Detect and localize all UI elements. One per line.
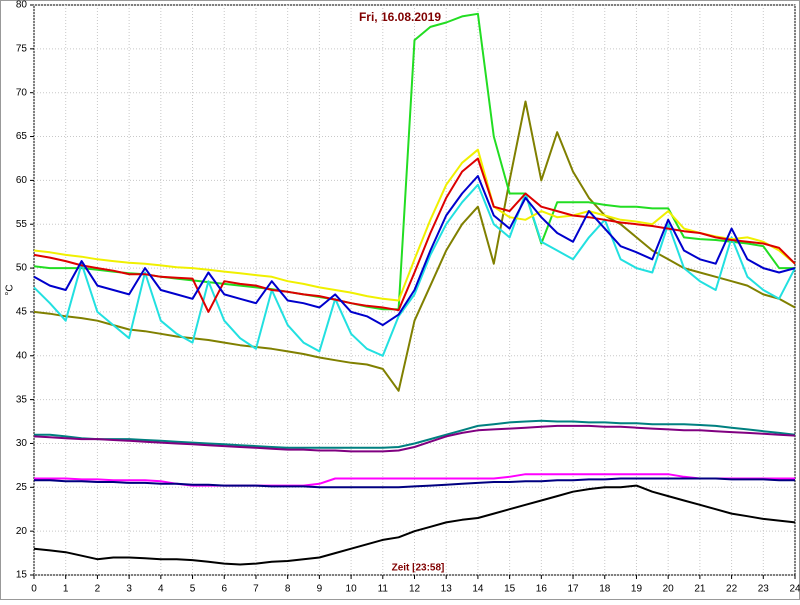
x-tick-label: 23 xyxy=(758,584,770,595)
y-tick-label: 70 xyxy=(16,87,28,98)
y-tick-label: 60 xyxy=(16,175,28,186)
x-tick-label: 24 xyxy=(789,584,800,595)
x-tick-label: 15 xyxy=(504,584,516,595)
x-tick-label: 10 xyxy=(346,584,358,595)
y-tick-label: 50 xyxy=(16,263,28,274)
series-line xyxy=(33,100,796,392)
series-line xyxy=(33,175,796,327)
series-line xyxy=(33,424,796,453)
series-line xyxy=(33,484,796,566)
y-tick-label: 30 xyxy=(16,438,28,449)
x-tick-label: 6 xyxy=(221,584,227,595)
series-line xyxy=(33,183,796,357)
y-tick-label: 45 xyxy=(16,307,28,318)
y-axis-label: °C xyxy=(5,284,16,295)
x-tick-label: 1 xyxy=(63,584,69,595)
x-tick-label: 19 xyxy=(631,584,643,595)
x-tick-label: 5 xyxy=(190,584,196,595)
x-tick-label: 17 xyxy=(567,584,579,595)
y-tick-label: 20 xyxy=(16,526,28,537)
y-tick-label: 75 xyxy=(16,43,28,54)
x-tick-label: 14 xyxy=(472,584,484,595)
x-tick-label: 18 xyxy=(599,584,611,595)
y-tick-label: 40 xyxy=(16,350,28,361)
x-tick-label: 22 xyxy=(726,584,738,595)
series-line xyxy=(33,148,796,302)
x-tick-label: 2 xyxy=(95,584,101,595)
series-line xyxy=(34,473,795,487)
x-tick-label: 13 xyxy=(441,584,453,595)
x-tick-label: 11 xyxy=(378,584,389,595)
series-line xyxy=(33,157,796,313)
x-tick-label: 0 xyxy=(31,584,37,595)
y-tick-label: 65 xyxy=(16,131,28,142)
series-line xyxy=(34,477,795,489)
y-tick-label: 35 xyxy=(16,394,28,405)
x-tick-label: 21 xyxy=(694,584,706,595)
x-tick-label: 7 xyxy=(253,584,259,595)
x-tick-label: 8 xyxy=(285,584,291,595)
x-axis-label: Zeit [23:58] xyxy=(392,563,445,574)
y-tick-label: 25 xyxy=(16,482,28,493)
x-tick-label: 4 xyxy=(158,584,164,595)
x-tick-label: 3 xyxy=(126,584,132,595)
y-tick-label: 55 xyxy=(16,219,28,230)
series-line xyxy=(34,419,796,449)
x-tick-label: 16 xyxy=(536,584,548,595)
x-tick-label: 9 xyxy=(317,584,323,595)
y-tick-label: 80 xyxy=(16,0,28,11)
x-tick-label: 12 xyxy=(409,584,421,595)
chart-title: Fri, 16.08.2019 xyxy=(359,10,441,24)
x-tick-label: 20 xyxy=(663,584,675,595)
y-tick-label: 15 xyxy=(16,570,28,581)
